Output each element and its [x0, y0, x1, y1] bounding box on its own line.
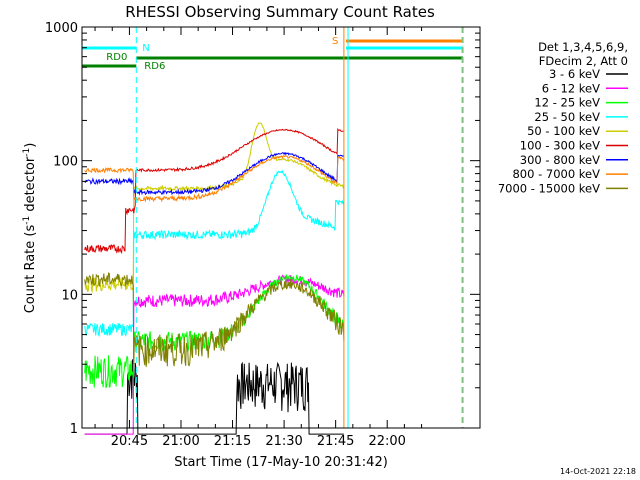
- flag-label-n: N: [142, 43, 149, 54]
- legend-header-line2: FDecim 2, Att 0: [539, 54, 628, 68]
- y-tick-label-3: 1000: [45, 21, 78, 36]
- series-lines: [84, 122, 345, 435]
- series-line-3: [84, 169, 345, 338]
- series-line-4: [84, 122, 345, 294]
- flag-label-rd0: RD0: [106, 52, 127, 63]
- footer-timestamp: 14-Oct-2021 22:18: [560, 467, 636, 476]
- series-line-7: [84, 155, 345, 203]
- x-tick-label-2: 21:15: [214, 434, 251, 449]
- legend-label-3: 25 - 50 keV: [534, 110, 600, 124]
- legend-header-line1: Det 1,3,4,5,6,9,: [538, 40, 628, 54]
- chart-title: RHESSI Observing Summary Count Rates: [125, 3, 435, 21]
- series-line-1: [84, 274, 345, 435]
- x-tick-label-4: 21:45: [317, 434, 354, 449]
- legend-label-8: 7000 - 15000 keV: [498, 181, 600, 195]
- legend-label-7: 800 - 7000 keV: [512, 167, 600, 181]
- legend-label-0: 3 - 6 keV: [549, 67, 600, 81]
- series-line-2: [84, 273, 345, 389]
- legend-label-6: 300 - 800 keV: [520, 153, 600, 167]
- y-axis-label: Count Rate (s-1 detector-1): [22, 143, 38, 314]
- y-tick-label-1: 10: [61, 288, 78, 303]
- legend-label-2: 12 - 25 keV: [534, 96, 600, 110]
- flag-label-rd6: RD6: [144, 61, 165, 72]
- y-tick-label-0: 1: [70, 422, 78, 437]
- y-axis-ticks: 1 10 100 1000: [45, 21, 480, 437]
- series-line-6: [84, 151, 345, 196]
- x-tick-label-5: 22:00: [368, 434, 405, 449]
- series-line-0: [84, 359, 344, 435]
- x-tick-label-0: 20:45: [111, 434, 148, 449]
- flag-label-s: S: [332, 36, 338, 47]
- series-line-8: [84, 272, 345, 367]
- series-line-5: [84, 127, 345, 254]
- y-tick-label-2: 100: [53, 155, 78, 170]
- legend-label-5: 100 - 300 keV: [520, 139, 600, 153]
- plot-frame: [81, 26, 481, 429]
- x-axis-label: Start Time (17-May-10 20:31:42): [174, 455, 388, 470]
- x-axis-ticks: 20:45 21:00 21:15 21:30 21:45 22:00: [94, 27, 423, 449]
- legend-label-4: 50 - 100 keV: [527, 124, 600, 138]
- legend-label-1: 6 - 12 keV: [542, 81, 600, 95]
- x-tick-label-3: 21:30: [265, 434, 302, 449]
- x-tick-label-1: 21:00: [162, 434, 199, 449]
- flag-bars: N RD0 RD6 S: [82, 27, 464, 428]
